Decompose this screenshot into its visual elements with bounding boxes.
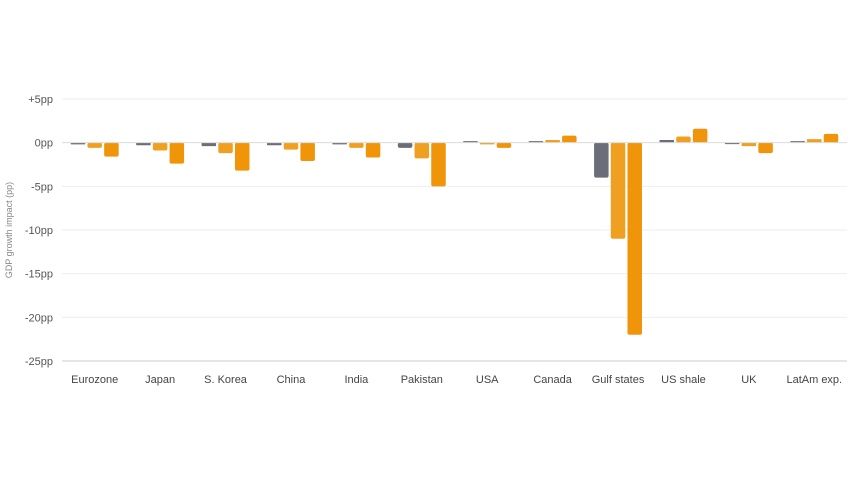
bar-gulf-states-s3: [627, 142, 642, 335]
y-tick-label: -25pp: [25, 356, 53, 368]
bar-japan-s3: [169, 142, 185, 164]
y-axis-title: GDP growth impact (pp): [4, 182, 14, 278]
bar-india-s3: [365, 142, 381, 158]
x-category-label: S. Korea: [204, 374, 248, 386]
gridlines: [62, 98, 847, 362]
bar-latam-exp--s2: [807, 139, 822, 143]
y-tick-label: -20pp: [25, 312, 53, 324]
x-axis-categories: Eurozone Japan S. Korea China India Pakistan U…: [71, 374, 842, 386]
y-axis-ticks: +5pp 0pp -5pp -10pp -15pp -20pp -25pp: [25, 94, 53, 368]
bar-india-s2: [349, 142, 364, 148]
bar-eurozone-s2: [87, 142, 102, 148]
bar-china-s3: [300, 142, 315, 162]
y-tick-label: 0pp: [35, 138, 53, 150]
bar-pakistan-s2: [414, 142, 430, 159]
bar-s-korea-s2: [218, 142, 233, 154]
bar-gulf-states-s1: [594, 142, 609, 178]
y-tick-label: +5pp: [28, 94, 53, 106]
bar-gulf-states-s2: [610, 142, 626, 239]
bar-pakistan-s1: [397, 142, 413, 148]
bar-canada-s2: [545, 140, 560, 143]
bar-pakistan-s3: [431, 142, 446, 187]
y-tick-label: -10pp: [25, 225, 53, 237]
bar-us-shale-s1: [659, 140, 675, 143]
x-category-label: UK: [741, 374, 757, 386]
x-category-label: USA: [476, 374, 499, 386]
bar-latam-exp--s3: [823, 133, 839, 143]
bars: [70, 128, 839, 335]
bar-us-shale-s2: [676, 136, 691, 143]
y-tick-label: -15pp: [25, 269, 53, 281]
bar-usa-s3: [496, 142, 512, 148]
x-category-label: Eurozone: [71, 374, 118, 386]
x-category-label: China: [277, 374, 307, 386]
x-category-label: Japan: [145, 374, 175, 386]
x-category-label: Gulf states: [592, 374, 645, 386]
bar-canada-s3: [562, 135, 577, 143]
x-category-label: LatAm exp.: [786, 374, 842, 386]
x-category-label: Pakistan: [401, 374, 443, 386]
bar-uk-s2: [741, 142, 757, 147]
bar-eurozone-s3: [104, 142, 119, 157]
bar-s-korea-s3: [234, 142, 250, 171]
x-category-label: US shale: [661, 374, 706, 386]
bar-china-s1: [267, 142, 282, 146]
x-category-label: Canada: [533, 374, 572, 386]
x-category-label: India: [344, 374, 369, 386]
bar-s-korea-s1: [201, 142, 217, 147]
bar-uk-s3: [758, 142, 773, 154]
y-tick-label: -5pp: [31, 181, 53, 193]
bar-japan-s2: [152, 142, 168, 151]
bar-china-s2: [283, 142, 299, 150]
bar-japan-s1: [136, 142, 151, 146]
bar-us-shale-s3: [692, 128, 708, 143]
